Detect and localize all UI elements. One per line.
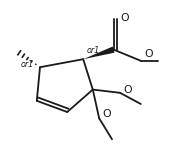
Polygon shape: [83, 47, 115, 59]
Text: O: O: [120, 13, 129, 23]
Text: O: O: [123, 85, 132, 95]
Text: O: O: [144, 49, 153, 59]
Text: O: O: [102, 109, 111, 119]
Text: or1: or1: [21, 60, 34, 69]
Text: or1: or1: [86, 46, 100, 55]
